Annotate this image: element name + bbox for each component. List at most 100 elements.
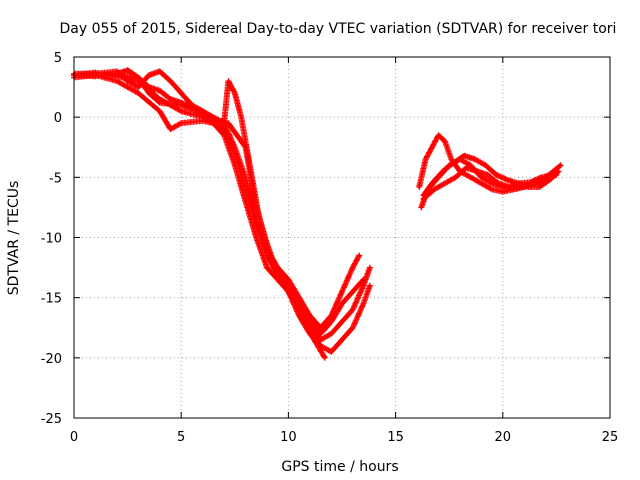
data-point — [126, 68, 129, 72]
data-point — [484, 163, 487, 167]
data-point — [291, 296, 295, 300]
data-point — [287, 278, 290, 281]
data-point — [544, 179, 548, 183]
data-point — [136, 91, 140, 95]
data-point — [126, 79, 129, 83]
series-track-h — [416, 132, 560, 195]
x-tick-label: 0 — [70, 430, 78, 445]
data-point — [449, 157, 453, 161]
data-point — [518, 181, 522, 185]
data-point — [222, 121, 226, 125]
x-tick-label: 25 — [602, 430, 619, 445]
data-point — [233, 91, 237, 95]
data-point — [329, 350, 333, 354]
data-point — [507, 185, 511, 189]
data-point — [469, 163, 472, 167]
data-point — [437, 133, 440, 137]
data-point — [280, 278, 284, 281]
data-point — [557, 169, 560, 173]
data-point — [169, 97, 172, 101]
data-point — [368, 266, 372, 269]
data-point — [432, 188, 436, 191]
x-tick-label: 10 — [280, 430, 297, 445]
data-point — [443, 139, 447, 143]
data-point — [147, 85, 151, 89]
x-tick-label: 5 — [177, 430, 185, 445]
data-point — [475, 169, 479, 173]
data-point — [235, 133, 239, 137]
data-point — [302, 320, 305, 324]
data-point — [297, 296, 301, 300]
data-point — [550, 173, 554, 177]
data-point — [94, 74, 97, 78]
data-point — [254, 236, 258, 239]
data-point — [233, 163, 237, 167]
data-point — [351, 266, 355, 269]
data-point — [169, 127, 172, 131]
data-point — [329, 332, 333, 336]
data-point — [512, 188, 515, 191]
data-point — [323, 356, 327, 360]
data-point — [422, 197, 425, 201]
x-tick-label: 15 — [387, 430, 404, 445]
data-point — [340, 302, 344, 306]
data-point — [362, 284, 365, 287]
data-point — [244, 139, 247, 143]
data-point — [430, 145, 434, 149]
y-tick-label: -5 — [49, 171, 62, 186]
data-point — [417, 185, 421, 189]
data-point — [179, 101, 183, 105]
data-point — [486, 173, 490, 177]
data-point — [351, 326, 355, 330]
grid-lines — [74, 57, 610, 418]
series-track-e — [113, 67, 328, 361]
data-point — [319, 326, 322, 330]
y-tick-label: -25 — [41, 412, 62, 427]
data-point — [319, 338, 322, 342]
data-point — [254, 218, 258, 221]
y-tick-label: 0 — [54, 111, 62, 126]
data-point — [272, 266, 275, 269]
chart-title: Day 055 of 2015, Sidereal Day-to-day VTE… — [60, 21, 617, 37]
data-point — [540, 175, 543, 179]
data-point — [222, 133, 226, 137]
data-point — [495, 173, 498, 177]
data-point — [473, 157, 477, 161]
data-point — [480, 175, 483, 179]
data-point — [555, 173, 558, 177]
data-point — [265, 266, 269, 269]
data-point — [340, 320, 344, 324]
data-point — [227, 79, 230, 83]
data-point — [340, 290, 344, 293]
data-point — [308, 314, 312, 318]
data-point — [147, 73, 151, 77]
data-point — [158, 101, 162, 105]
data-point — [179, 91, 183, 95]
data-point — [312, 338, 316, 342]
data-point — [239, 115, 243, 119]
data-point — [319, 332, 322, 336]
y-axis-label: SDTVAR / TECUs — [6, 181, 22, 296]
data-point — [115, 79, 119, 83]
data-point — [454, 175, 457, 179]
data-point — [529, 180, 533, 184]
data-point — [227, 121, 230, 125]
data-point — [212, 118, 215, 121]
data-point — [469, 175, 472, 179]
data-point — [158, 70, 162, 73]
data-point — [179, 109, 183, 113]
data-point — [465, 166, 468, 170]
data-point — [362, 302, 365, 306]
data-point — [201, 115, 205, 119]
data-point — [443, 181, 447, 185]
data-point — [136, 76, 140, 79]
x-axis-label: GPS time / hours — [281, 459, 398, 475]
data-point — [419, 206, 423, 209]
data-point — [462, 154, 466, 158]
data-point — [169, 79, 172, 83]
data-point — [490, 181, 494, 185]
data-point — [265, 248, 269, 251]
data-point — [136, 85, 140, 89]
data-point — [329, 314, 333, 318]
